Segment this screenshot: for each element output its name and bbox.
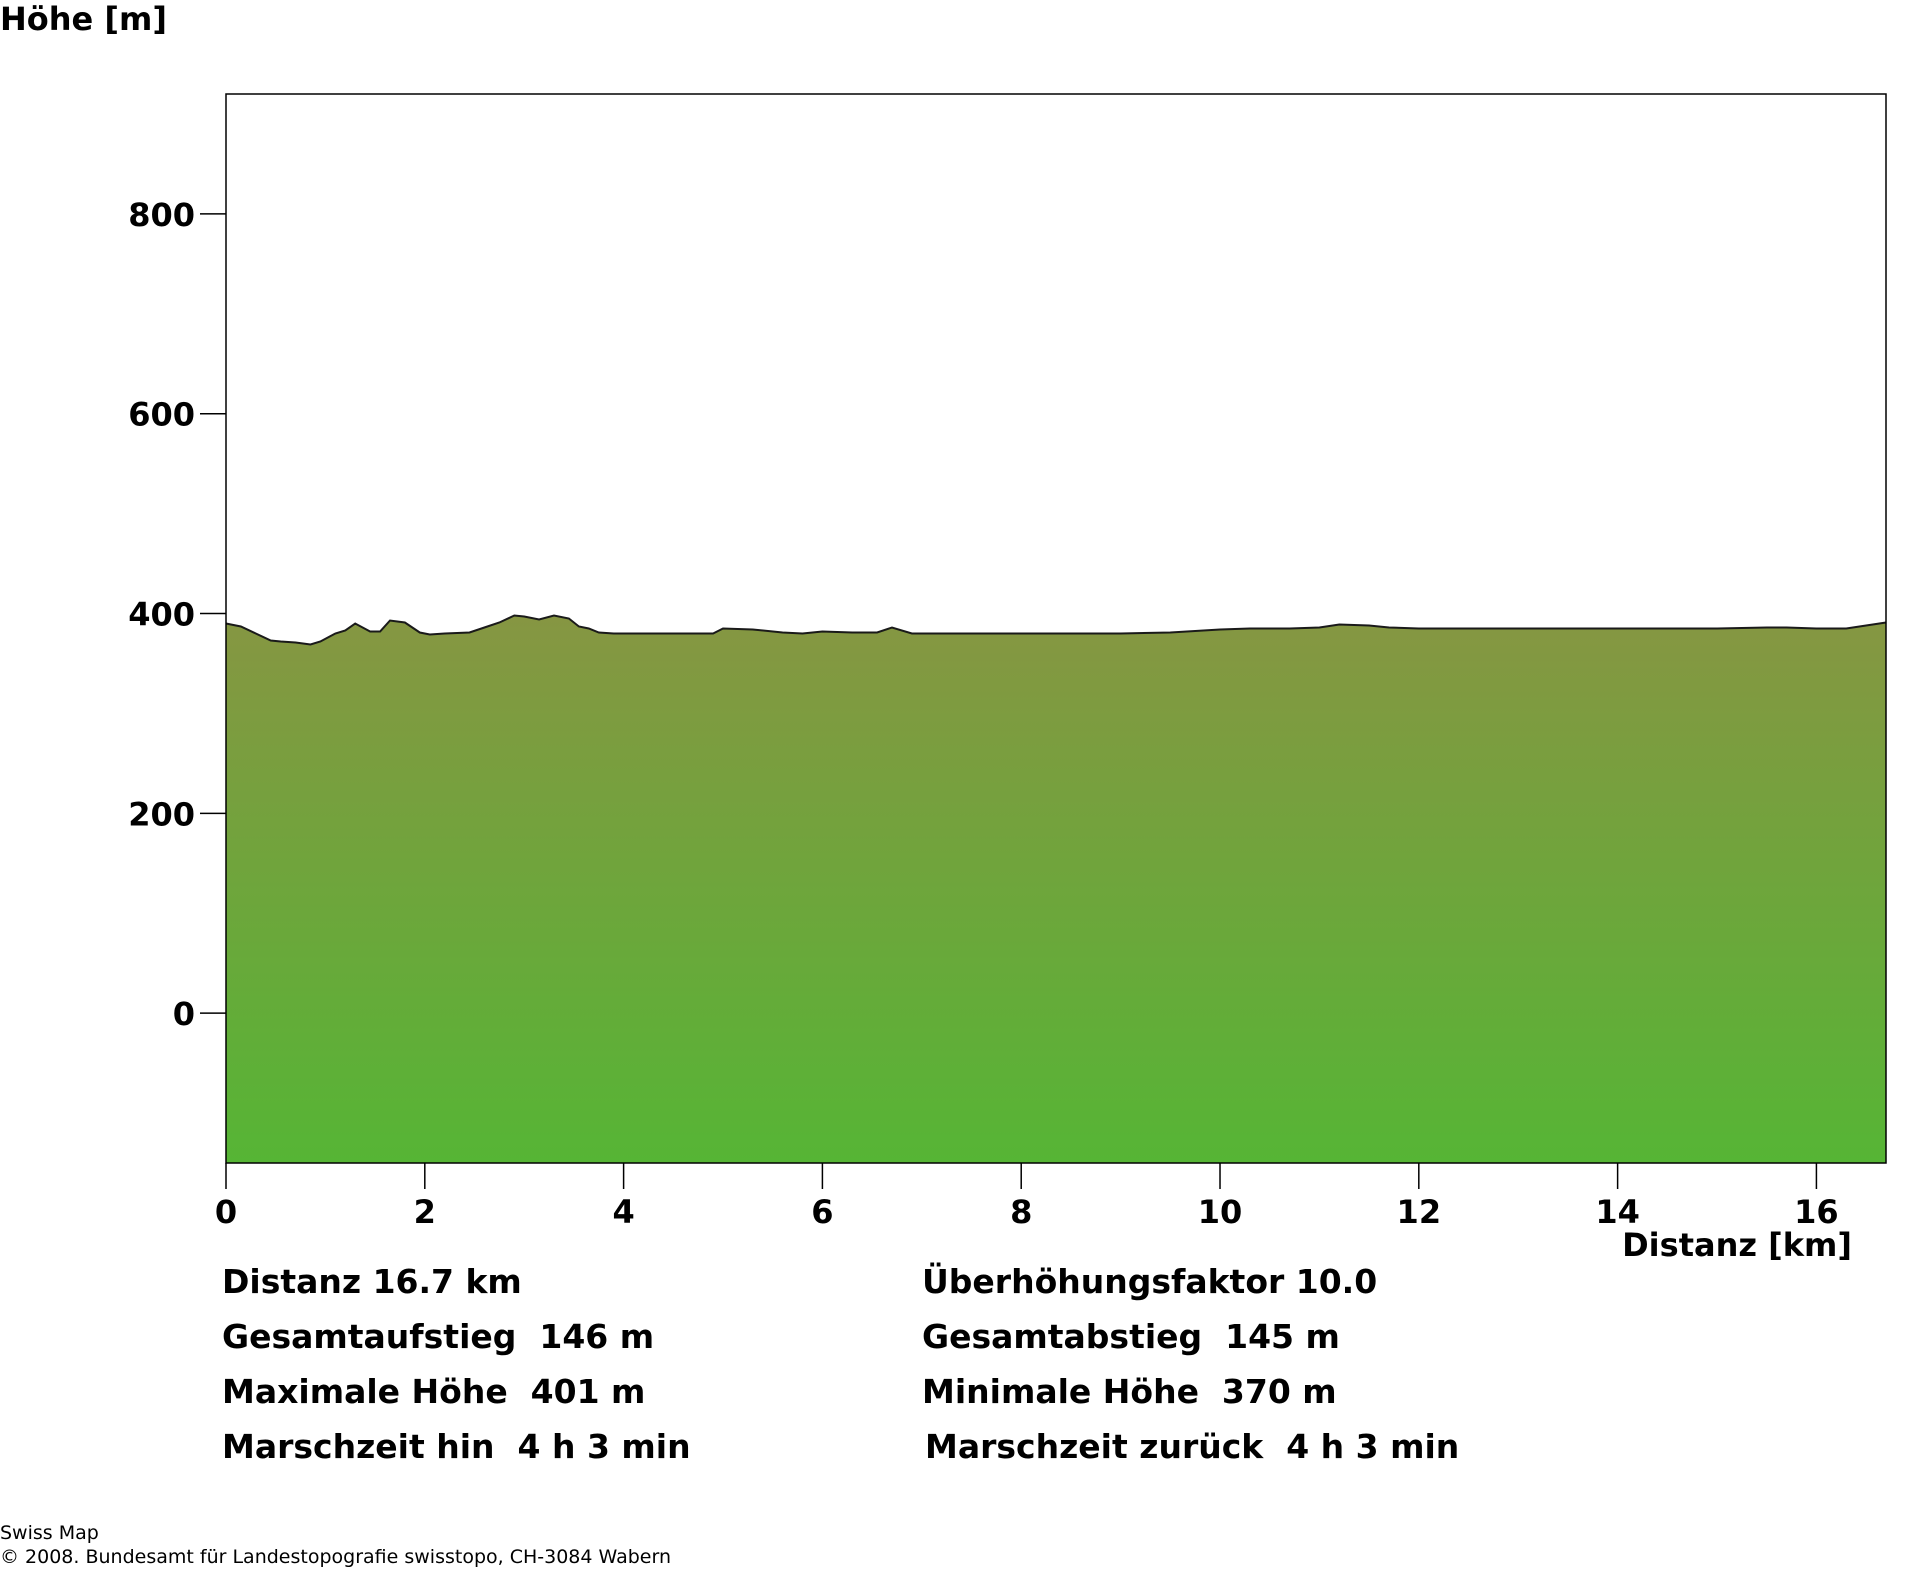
x-tick-label: 0 [215,1193,237,1231]
y-tick-label: 800 [128,196,195,234]
footer-source: Swiss Map [0,1522,99,1544]
stat-marschzeit-zurueck: Marschzeit zurück 4 h 3 min [925,1427,1460,1466]
y-tick-label: 200 [128,795,195,833]
stat-marschzeit-hin: Marschzeit hin 4 h 3 min [222,1427,691,1466]
x-axis-label: Distanz [km] [1622,1226,1852,1264]
terrain-outline [225,614,1887,646]
x-tick-label: 8 [1010,1193,1032,1231]
y-tick-label: 600 [128,396,195,434]
terrain-area [226,615,1886,1163]
x-axis: 0 2 4 6 8 10 12 14 16 [215,1163,1839,1231]
y-axis: 0 200 400 600 800 [128,196,226,1033]
x-tick-label: 10 [1198,1193,1243,1231]
stat-minimale-hoehe: Minimale Höhe 370 m [922,1372,1337,1411]
x-tick-label: 14 [1595,1193,1640,1231]
y-axis-label: Höhe [m] [0,0,167,38]
plot-frame [225,93,1887,1164]
y-tick-label: 400 [128,596,195,634]
x-tick-label: 4 [612,1193,634,1231]
x-tick-label: 16 [1794,1193,1839,1231]
footer-copyright: © 2008. Bundesamt für Landestopografie s… [0,1546,671,1568]
stat-ueberhoehungsfaktor: Überhöhungsfaktor 10.0 [922,1262,1378,1301]
stat-maximale-hoehe: Maximale Höhe 401 m [222,1372,646,1411]
x-tick-label: 2 [414,1193,436,1231]
stat-distanz: Distanz 16.7 km [222,1262,522,1301]
y-tick-label: 0 [173,995,195,1033]
stat-gesamtabstieg: Gesamtabstieg 145 m [922,1317,1340,1356]
x-tick-label: 6 [811,1193,833,1231]
stat-gesamtaufstieg: Gesamtaufstieg 146 m [222,1317,655,1356]
x-tick-label: 12 [1397,1193,1442,1231]
